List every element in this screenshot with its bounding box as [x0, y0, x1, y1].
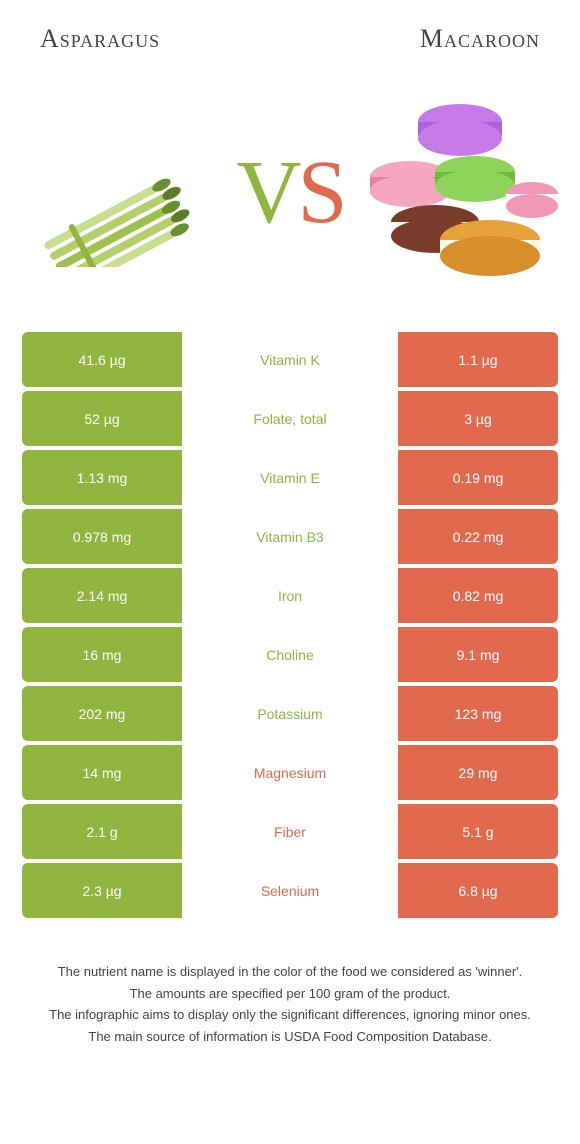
- cell-left: 202 mg: [22, 686, 182, 741]
- vs-v: V: [236, 143, 297, 242]
- cell-right: 9.1 mg: [398, 627, 558, 682]
- table-row: 1.13 mgVitamin E0.19 mg: [22, 450, 558, 505]
- cell-nutrient: Vitamin B3: [182, 509, 398, 564]
- title-right: Macaroon: [420, 24, 540, 54]
- cell-left: 1.13 mg: [22, 450, 182, 505]
- cell-left: 2.3 µg: [22, 863, 182, 918]
- nutrient-table: 41.6 µgVitamin K1.1 µg52 µgFolate, total…: [0, 332, 580, 918]
- title-left: Asparagus: [40, 24, 160, 54]
- asparagus-image: [20, 92, 220, 292]
- cell-left: 14 mg: [22, 745, 182, 800]
- table-row: 52 µgFolate, total3 µg: [22, 391, 558, 446]
- cell-nutrient: Vitamin E: [182, 450, 398, 505]
- footer-line-3: The infographic aims to display only the…: [30, 1005, 550, 1025]
- table-row: 2.1 gFiber5.1 g: [22, 804, 558, 859]
- cell-right: 6.8 µg: [398, 863, 558, 918]
- cell-right: 0.19 mg: [398, 450, 558, 505]
- cell-nutrient: Choline: [182, 627, 398, 682]
- cell-nutrient: Folate, total: [182, 391, 398, 446]
- cell-left: 2.14 mg: [22, 568, 182, 623]
- footer-line-4: The main source of information is USDA F…: [30, 1027, 550, 1047]
- cell-nutrient: Vitamin K: [182, 332, 398, 387]
- footer-line-2: The amounts are specified per 100 gram o…: [30, 984, 550, 1004]
- cell-nutrient: Iron: [182, 568, 398, 623]
- macaroon-icon: [360, 92, 560, 292]
- cell-left: 41.6 µg: [22, 332, 182, 387]
- macaroon-image: [360, 92, 560, 292]
- cell-right: 0.82 mg: [398, 568, 558, 623]
- cell-right: 0.22 mg: [398, 509, 558, 564]
- header: Asparagus Macaroon: [0, 0, 580, 62]
- table-row: 14 mgMagnesium29 mg: [22, 745, 558, 800]
- hero-row: VS: [0, 62, 580, 332]
- table-row: 202 mgPotassium123 mg: [22, 686, 558, 741]
- cell-right: 29 mg: [398, 745, 558, 800]
- asparagus-icon: [25, 117, 215, 267]
- vs-s: S: [297, 143, 343, 242]
- cell-left: 2.1 g: [22, 804, 182, 859]
- cell-right: 5.1 g: [398, 804, 558, 859]
- cell-right: 1.1 µg: [398, 332, 558, 387]
- table-row: 41.6 µgVitamin K1.1 µg: [22, 332, 558, 387]
- footer-notes: The nutrient name is displayed in the co…: [0, 922, 580, 1046]
- cell-right: 123 mg: [398, 686, 558, 741]
- cell-nutrient: Fiber: [182, 804, 398, 859]
- table-row: 2.14 mgIron0.82 mg: [22, 568, 558, 623]
- cell-left: 0.978 mg: [22, 509, 182, 564]
- cell-nutrient: Potassium: [182, 686, 398, 741]
- table-row: 16 mgCholine9.1 mg: [22, 627, 558, 682]
- table-row: 2.3 µgSelenium6.8 µg: [22, 863, 558, 918]
- cell-nutrient: Selenium: [182, 863, 398, 918]
- vs-label: VS: [236, 141, 343, 244]
- footer-line-1: The nutrient name is displayed in the co…: [30, 962, 550, 982]
- cell-nutrient: Magnesium: [182, 745, 398, 800]
- cell-left: 16 mg: [22, 627, 182, 682]
- table-row: 0.978 mgVitamin B30.22 mg: [22, 509, 558, 564]
- cell-left: 52 µg: [22, 391, 182, 446]
- cell-right: 3 µg: [398, 391, 558, 446]
